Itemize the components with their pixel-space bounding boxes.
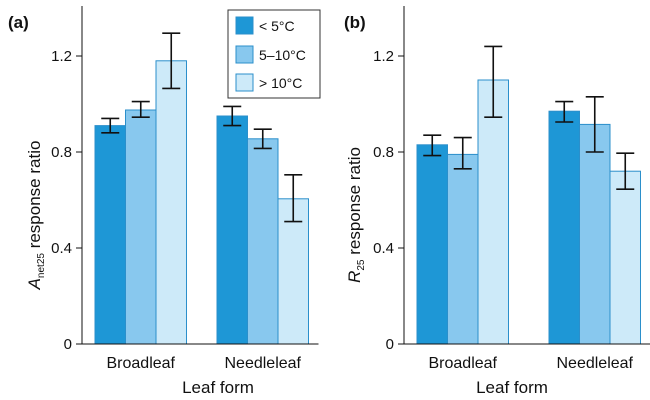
bar-5to10 xyxy=(247,138,279,345)
panel-b-y-axis-title: R25 response ratio xyxy=(345,147,367,283)
panel-a-y-axis-title-rest: response ratio xyxy=(25,141,44,253)
bar-5to10 xyxy=(579,123,611,345)
legend-swatch-lt5 xyxy=(235,16,254,35)
panel-b-error-bars xyxy=(423,45,635,190)
legend-label-gt10: > 10°C xyxy=(259,75,302,91)
bar-lt5 xyxy=(216,115,248,345)
panel-a-category-label: Needleleaf xyxy=(225,355,302,372)
legend-label-5to10: 5–10°C xyxy=(259,47,306,63)
panel-a-category-label: Broadleaf xyxy=(107,355,176,372)
bar-gt10 xyxy=(477,79,509,345)
panel-b: (b) 0 0.4 0.8 1.2 Broadleaf Needleleaf Leaf… xyxy=(344,6,650,397)
panel-b-y-axis-title-sub: 25 xyxy=(356,259,367,271)
bar-5to10 xyxy=(447,153,479,345)
panel-a: (a) 0 0.4 0.8 1.2 Broadleaf Needleleaf Leaf… xyxy=(8,6,319,397)
panel-b-y-axis-title-rest: response ratio xyxy=(345,147,364,259)
legend-swatch-gt10 xyxy=(235,73,254,92)
legend: < 5°C 5–10°C > 10°C xyxy=(227,9,321,99)
panel-b-x-axis-title: Leaf form xyxy=(476,378,548,397)
panel-a-y-axis-title-sub: net25 xyxy=(36,253,47,278)
y-tick-label: 0.8 xyxy=(373,144,394,161)
y-tick-label: 0.4 xyxy=(373,240,394,257)
panel-b-bars xyxy=(416,79,641,345)
panel-a-y-ticks: 0 0.4 0.8 1.2 xyxy=(51,48,82,353)
error-bar-5to10 xyxy=(253,128,272,150)
y-tick-label: 1.2 xyxy=(373,48,394,65)
error-bar-lt5 xyxy=(555,100,574,123)
panel-b-category-label: Needleleaf xyxy=(557,355,634,372)
bar-lt5 xyxy=(548,110,580,345)
bar-lt5 xyxy=(416,144,448,345)
panel-b-category-label: Broadleaf xyxy=(429,355,498,372)
error-bar-lt5 xyxy=(223,105,242,127)
bar-lt5 xyxy=(94,125,126,345)
panel-a-label: (a) xyxy=(8,13,29,32)
error-bar-gt10 xyxy=(616,152,635,190)
error-bar-gt10 xyxy=(162,32,181,90)
panel-a-bars xyxy=(94,60,309,345)
error-bar-gt10 xyxy=(484,45,503,118)
y-tick-label: 0 xyxy=(64,336,72,353)
y-tick-label: 0.8 xyxy=(51,144,72,161)
bar-gt10 xyxy=(155,60,187,345)
panel-a-y-axis-title-main: A xyxy=(25,278,44,290)
legend-label-lt5: < 5°C xyxy=(259,18,295,34)
legend-swatch-5to10 xyxy=(235,45,254,64)
y-tick-label: 1.2 xyxy=(51,48,72,65)
panel-a-y-axis-title: Anet25 response ratio xyxy=(25,141,47,291)
bar-gt10 xyxy=(609,170,641,345)
panel-b-y-ticks: 0 0.4 0.8 1.2 xyxy=(373,48,404,353)
error-bar-5to10 xyxy=(131,100,150,118)
error-bar-lt5 xyxy=(101,117,120,134)
panel-b-label: (b) xyxy=(344,13,366,32)
panel-a-error-bars xyxy=(101,32,303,223)
error-bar-5to10 xyxy=(585,96,604,153)
panel-a-x-axis-title: Leaf form xyxy=(182,378,254,397)
y-tick-label: 0.4 xyxy=(51,240,72,257)
error-bar-gt10 xyxy=(284,174,303,223)
error-bar-lt5 xyxy=(423,134,442,157)
error-bar-5to10 xyxy=(453,136,472,170)
bar-5to10 xyxy=(125,109,157,345)
y-tick-label: 0 xyxy=(386,336,394,353)
panel-b-y-axis-title-main: R xyxy=(345,271,364,283)
